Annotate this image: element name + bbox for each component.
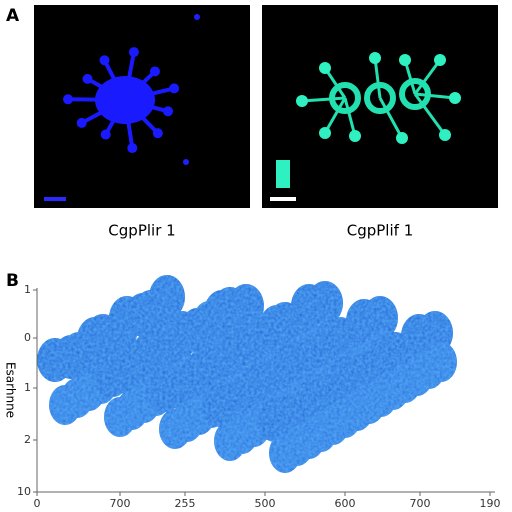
micrograph-green	[262, 5, 498, 208]
bond	[343, 97, 357, 137]
bond	[301, 96, 346, 103]
x-tick-label: 190	[480, 497, 501, 510]
y-tick-label: 1	[24, 283, 31, 296]
arm-tip	[63, 94, 74, 105]
x-tick-label: 700	[110, 497, 131, 510]
caption: CgpPlif 1	[347, 222, 414, 240]
atom	[296, 95, 308, 107]
y-axis-label: Esarhnne	[4, 362, 18, 418]
ring	[364, 82, 396, 114]
core	[95, 76, 155, 124]
blob	[149, 275, 185, 319]
x-tick-label: 500	[255, 497, 276, 510]
y-tick-label: 10	[17, 485, 31, 498]
atom	[434, 54, 446, 66]
arm-tip	[100, 129, 111, 140]
x-tick-label: 700	[410, 497, 431, 510]
y-tick-label: 2	[24, 433, 31, 446]
bond	[413, 59, 442, 95]
bond	[323, 97, 347, 134]
bond	[373, 57, 382, 99]
atom	[319, 127, 331, 139]
bond	[378, 97, 404, 139]
panel-label: B	[6, 271, 19, 291]
atom	[319, 62, 331, 74]
arm-tip	[127, 143, 138, 154]
atom	[349, 130, 361, 142]
bond	[413, 93, 447, 136]
arm-tip	[169, 83, 180, 94]
x-tick-label: 0	[34, 497, 41, 510]
blob	[362, 296, 398, 340]
arm-tip	[162, 106, 173, 117]
arm-tip	[76, 117, 87, 128]
arm-tip	[128, 47, 139, 58]
atom	[369, 52, 381, 64]
lattice-render	[37, 275, 457, 473]
micrograph-blue	[34, 5, 250, 208]
atom	[449, 92, 461, 104]
caption: CgpPlir 1	[108, 222, 175, 240]
x-tick-label: 255	[175, 497, 196, 510]
atom	[396, 132, 408, 144]
arm-tip	[149, 66, 160, 77]
arm-tip	[152, 128, 163, 139]
x-tick-label: 600	[335, 497, 356, 510]
y-tick-label: 1	[24, 381, 31, 394]
arm-tip	[99, 55, 110, 66]
bond	[414, 92, 456, 100]
blob	[307, 281, 343, 325]
blob	[425, 342, 457, 382]
y-tick-label: 0	[24, 331, 31, 344]
panel-label: A	[6, 6, 20, 26]
atom	[399, 54, 411, 66]
atom	[439, 129, 451, 141]
arm-tip	[82, 73, 93, 84]
bond	[323, 67, 347, 99]
